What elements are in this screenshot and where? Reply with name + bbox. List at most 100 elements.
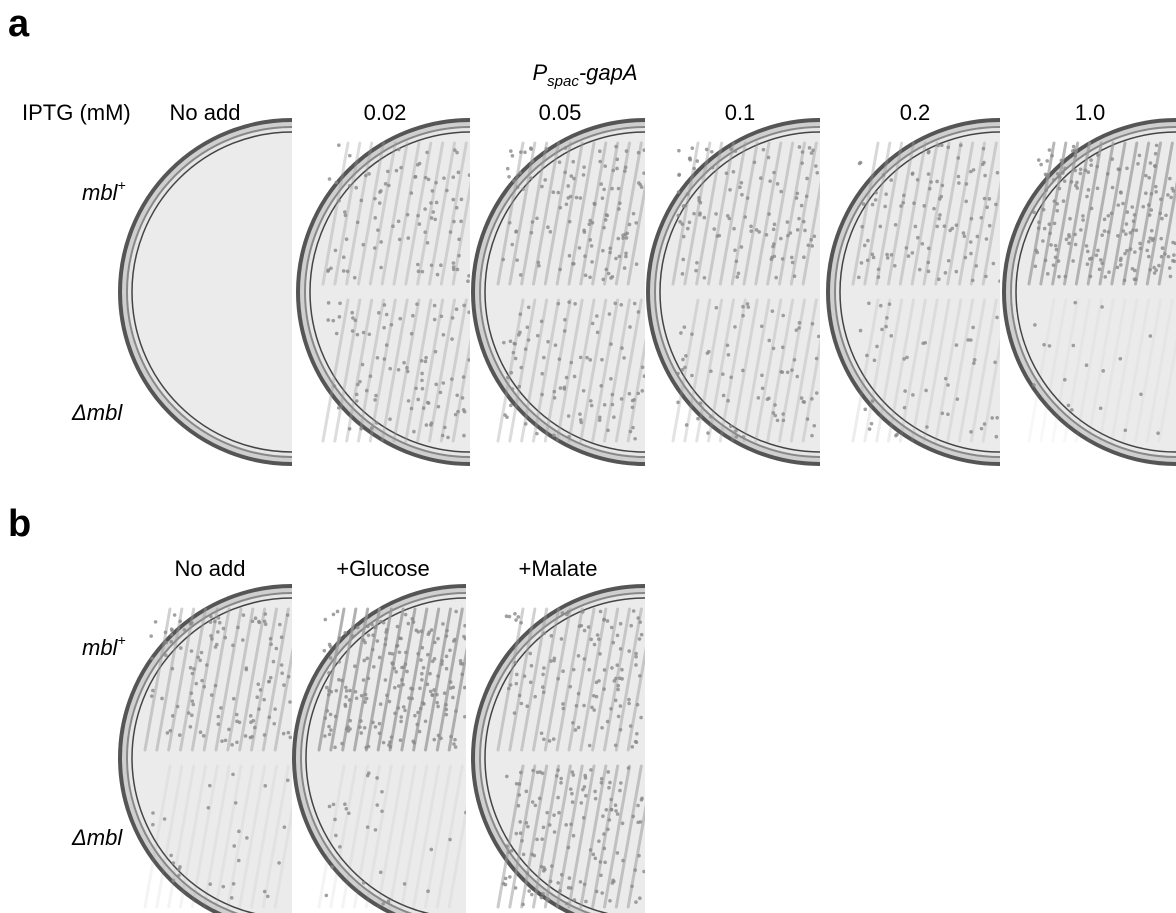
colony xyxy=(429,848,433,852)
colony xyxy=(870,422,874,426)
colony xyxy=(872,256,876,260)
colony xyxy=(996,171,1000,175)
colony xyxy=(815,391,819,395)
colony xyxy=(277,861,281,865)
colony xyxy=(336,610,340,614)
colony xyxy=(379,266,383,270)
colony xyxy=(223,636,227,640)
colony xyxy=(280,663,284,667)
colony xyxy=(416,398,420,402)
colony xyxy=(884,192,888,196)
colony xyxy=(358,725,362,729)
colony xyxy=(796,228,800,232)
colony xyxy=(169,729,173,733)
colony xyxy=(518,694,522,698)
colony xyxy=(1152,266,1156,270)
colony xyxy=(384,637,388,641)
colony xyxy=(1095,253,1099,257)
colony xyxy=(1155,144,1159,148)
colony xyxy=(757,396,761,400)
colony xyxy=(417,270,421,274)
colony xyxy=(614,809,618,813)
colony xyxy=(617,187,621,191)
colony xyxy=(286,613,290,617)
colony xyxy=(209,634,213,638)
colony xyxy=(592,202,596,206)
colony xyxy=(1047,222,1051,226)
colony xyxy=(1057,259,1061,263)
colony xyxy=(591,221,595,225)
colony xyxy=(219,706,223,710)
colony xyxy=(351,316,355,320)
colony xyxy=(810,397,814,401)
colony xyxy=(1089,163,1093,167)
colony xyxy=(732,170,736,174)
colony xyxy=(718,234,722,238)
colony xyxy=(448,648,452,652)
colony xyxy=(791,261,795,265)
colony xyxy=(456,268,460,272)
colony xyxy=(551,190,555,194)
colony xyxy=(401,683,405,687)
colony xyxy=(1154,190,1158,194)
colony xyxy=(604,268,608,272)
colony xyxy=(464,811,468,815)
colony xyxy=(354,186,358,190)
colony xyxy=(911,251,915,255)
colony xyxy=(772,228,776,232)
colony xyxy=(550,864,554,868)
colony xyxy=(579,418,583,422)
colony xyxy=(1153,164,1157,168)
colony xyxy=(634,655,638,659)
colony xyxy=(192,667,196,671)
colony xyxy=(1096,249,1100,253)
colony xyxy=(1037,221,1041,225)
colony xyxy=(564,823,568,827)
colony xyxy=(390,323,394,327)
colony xyxy=(441,381,445,385)
colony xyxy=(619,781,623,785)
colony xyxy=(610,187,614,191)
colony xyxy=(372,665,376,669)
colony xyxy=(428,672,432,676)
colony xyxy=(190,649,194,653)
colony xyxy=(774,276,778,280)
colony xyxy=(364,693,368,697)
colony xyxy=(632,398,636,402)
colony xyxy=(529,681,533,685)
colony xyxy=(569,195,573,199)
colony xyxy=(345,689,349,693)
colony xyxy=(1048,148,1052,152)
colony xyxy=(151,823,155,827)
colony xyxy=(418,686,422,690)
colony xyxy=(218,621,222,625)
colony xyxy=(1079,228,1083,232)
colony xyxy=(432,688,436,692)
colony xyxy=(972,168,976,172)
colony xyxy=(566,610,570,614)
colony xyxy=(1044,259,1048,263)
colony xyxy=(760,374,764,378)
colony xyxy=(815,171,819,175)
colony xyxy=(1106,172,1110,176)
colony xyxy=(375,803,379,807)
colony xyxy=(272,722,276,726)
colony xyxy=(378,656,382,660)
colony xyxy=(545,147,549,151)
colony xyxy=(334,689,338,693)
colony xyxy=(451,198,455,202)
colony xyxy=(452,268,456,272)
colony xyxy=(442,333,446,337)
colony xyxy=(454,745,458,749)
colony xyxy=(709,415,713,419)
colony xyxy=(690,332,694,336)
colony xyxy=(329,645,333,649)
colony xyxy=(1150,229,1154,233)
colony xyxy=(412,741,416,745)
column-label: 0.2 xyxy=(900,100,931,125)
colony xyxy=(608,312,612,316)
colony xyxy=(514,618,518,622)
colony xyxy=(583,882,587,886)
colony xyxy=(369,374,373,378)
colony xyxy=(619,704,623,708)
